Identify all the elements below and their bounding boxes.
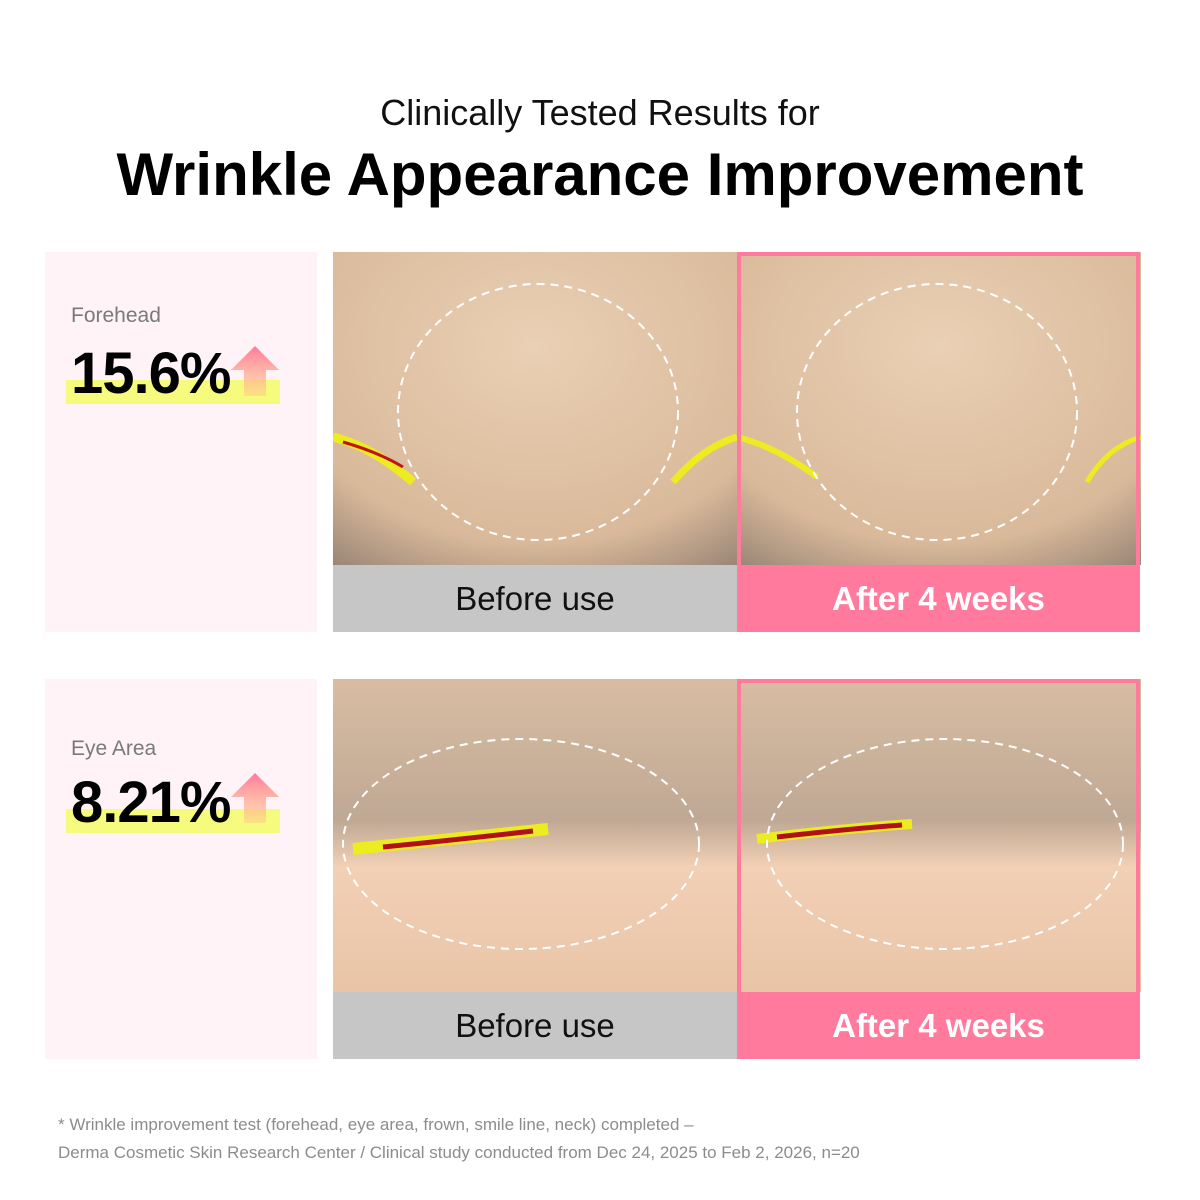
before-use-label: Before use bbox=[333, 565, 737, 632]
stat-value: 15.6% bbox=[71, 341, 231, 406]
area-label: Forehead bbox=[71, 304, 161, 327]
eye-after-photo bbox=[737, 679, 1141, 992]
up-arrow-icon bbox=[231, 773, 279, 823]
area-label: Eye Area bbox=[71, 737, 157, 760]
eye-before-photo bbox=[333, 679, 737, 992]
after-4-weeks-label: After 4 weeks bbox=[737, 992, 1140, 1059]
footnote-line-2: Derma Cosmetic Skin Research Center / Cl… bbox=[58, 1143, 860, 1162]
after-4-weeks-label: After 4 weeks bbox=[737, 565, 1140, 632]
forehead-after-photo bbox=[737, 252, 1141, 565]
eye-area-stat-panel: Eye Area 8.21% bbox=[45, 679, 317, 1059]
footnote-line-1: * Wrinkle improvement test (forehead, ey… bbox=[58, 1115, 694, 1134]
up-arrow-icon bbox=[231, 346, 279, 396]
page-title: Wrinkle Appearance Improvement bbox=[116, 141, 1084, 208]
before-use-label: Before use bbox=[333, 992, 737, 1059]
subtitle: Clinically Tested Results for bbox=[380, 92, 820, 133]
forehead-stat-panel: Forehead 15.6% bbox=[45, 252, 317, 632]
forehead-before-photo bbox=[333, 252, 737, 565]
stat-value: 8.21% bbox=[71, 770, 231, 835]
